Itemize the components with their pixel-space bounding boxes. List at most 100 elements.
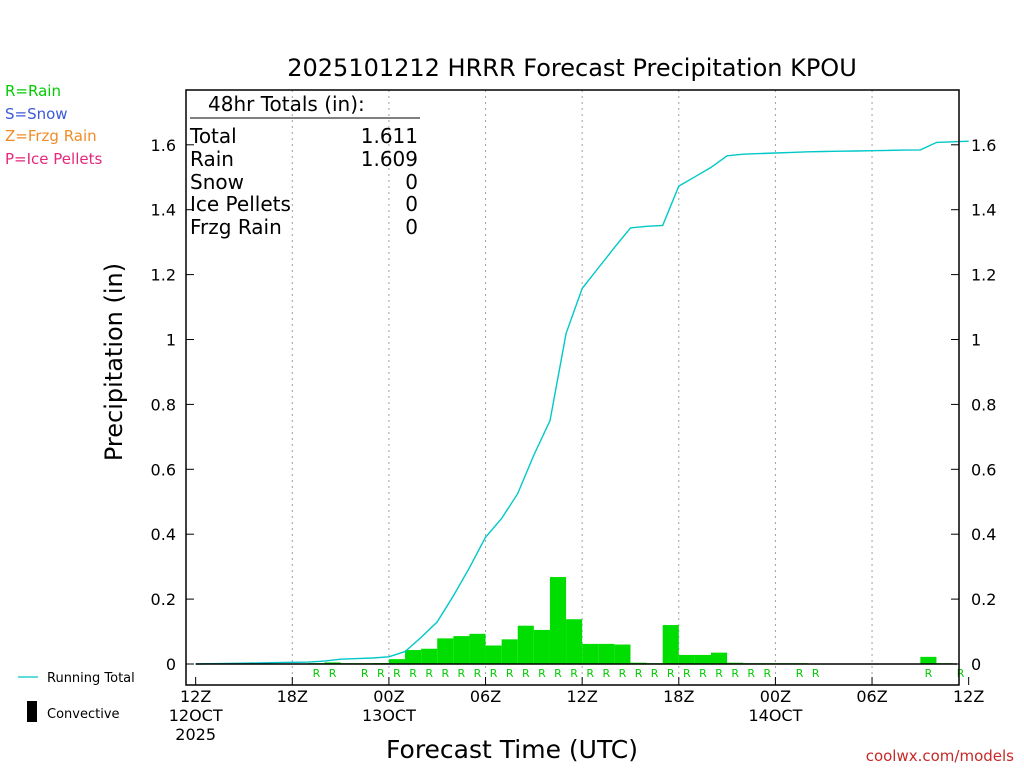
totals-value-snow: 0 bbox=[405, 170, 418, 194]
ptype-marker-10: R bbox=[490, 667, 498, 680]
precip-bar-29 bbox=[662, 625, 679, 664]
ptype-marker-25: R bbox=[731, 667, 739, 680]
precip-bar-45 bbox=[920, 656, 937, 664]
ptype-marker-22: R bbox=[683, 667, 691, 680]
totals-label-frzg: Frzg Rain bbox=[190, 215, 282, 239]
y-tick-label-right: 0.8 bbox=[971, 395, 996, 414]
ptype-marker-30: R bbox=[925, 667, 933, 680]
ptype-legend-rain: R=Rain bbox=[5, 82, 61, 100]
ptype-legend-frzg: Z=Frzg Rain bbox=[5, 127, 97, 145]
precip-bar-8 bbox=[324, 662, 341, 664]
precip-bar-16 bbox=[453, 636, 470, 664]
ptype-marker-5: R bbox=[409, 667, 417, 680]
y-tick-label-right: 0.4 bbox=[971, 525, 996, 544]
x-tick-label: 12Z bbox=[953, 687, 984, 706]
totals-label-total: Total bbox=[189, 124, 237, 148]
x-tick-date-label: 14OCT bbox=[748, 706, 802, 725]
ptype-marker-1: R bbox=[329, 667, 337, 680]
ptype-marker-19: R bbox=[635, 667, 643, 680]
ptype-marker-8: R bbox=[458, 667, 466, 680]
ptype-marker-2: R bbox=[361, 667, 369, 680]
y-tick-label-right: 1 bbox=[971, 331, 981, 350]
precip-bar-22 bbox=[549, 577, 567, 664]
ptype-marker-20: R bbox=[651, 667, 659, 680]
precip-bar-32 bbox=[710, 652, 728, 664]
precip-bar-15 bbox=[437, 638, 454, 664]
credit-text: coolwx.com/models bbox=[866, 747, 1014, 765]
ptype-marker-7: R bbox=[441, 667, 449, 680]
y-tick-label-left: 1 bbox=[166, 331, 176, 350]
ptype-marker-31: R bbox=[957, 667, 965, 680]
y-tick-label-left: 0 bbox=[166, 655, 176, 674]
x-axis-label: Forecast Time (UTC) bbox=[386, 735, 638, 764]
running-total-line bbox=[195, 140, 969, 665]
ptype-legend: R=Rain S=Snow Z=Frzg Rain P=Ice Pellets bbox=[5, 82, 102, 168]
y-tick-label-left: 0.8 bbox=[151, 395, 176, 414]
grid-lines bbox=[291, 90, 873, 685]
precip-bar-20 bbox=[517, 625, 534, 664]
running-total-legend-label: Running Total bbox=[47, 671, 135, 686]
precip-bar-14 bbox=[421, 648, 438, 664]
chart-title: 2025101212 HRRR Forecast Precipitation K… bbox=[287, 54, 857, 82]
ptype-marker-24: R bbox=[715, 667, 723, 680]
precip-bar-17 bbox=[469, 633, 486, 664]
x-tick-label: 06Z bbox=[856, 687, 887, 706]
axes: 0 00.2 0.20.4 0.40.6 0.60.8 0.81 11.2 1.21.4 1.4… bbox=[151, 89, 996, 744]
precip-bar-19 bbox=[501, 639, 518, 664]
y-tick-label-left: 1.4 bbox=[151, 201, 176, 220]
ptype-marker-28: R bbox=[796, 667, 804, 680]
ptype-marker-17: R bbox=[602, 667, 610, 680]
ptype-marker-26: R bbox=[747, 667, 755, 680]
y-tick-label-left: 0.6 bbox=[151, 460, 176, 479]
precip-bar-13 bbox=[405, 650, 422, 664]
ptype-marker-13: R bbox=[538, 667, 546, 680]
x-tick-year-label: 2025 bbox=[175, 725, 216, 744]
y-tick-label-left: 1.2 bbox=[151, 266, 176, 285]
precip-bars bbox=[308, 577, 953, 664]
ptype-marker-14: R bbox=[554, 667, 562, 680]
x-tick-label: 00Z bbox=[760, 687, 791, 706]
precip-bar-23 bbox=[566, 619, 583, 664]
precip-bar-21 bbox=[533, 629, 550, 664]
totals-header: 48hr Totals (in): bbox=[208, 92, 365, 116]
ptype-marker-11: R bbox=[506, 667, 514, 680]
x-tick-label: 18Z bbox=[663, 687, 694, 706]
precip-bar-25 bbox=[598, 643, 615, 664]
ptype-marker-12: R bbox=[522, 667, 530, 680]
series-legend: Running Total Convective bbox=[18, 671, 135, 722]
plot-frame bbox=[185, 89, 960, 686]
totals-label-ice: Ice Pellets bbox=[190, 192, 291, 216]
convective-legend-label: Convective bbox=[47, 707, 120, 722]
ptype-marker-6: R bbox=[425, 667, 433, 680]
y-tick-label-right: 0.2 bbox=[971, 590, 996, 609]
totals-label-snow: Snow bbox=[190, 170, 244, 194]
precip-bar-12 bbox=[388, 659, 406, 664]
y-tick-label-right: 1.2 bbox=[971, 266, 996, 285]
precip-bar-31 bbox=[694, 654, 711, 664]
totals-value-total: 1.611 bbox=[361, 124, 418, 148]
x-tick-label: 12Z bbox=[566, 687, 597, 706]
ptype-legend-snow: S=Snow bbox=[5, 105, 68, 123]
totals-value-ice: 0 bbox=[405, 192, 418, 216]
running-total-layer bbox=[195, 140, 969, 665]
ptype-legend-ice: P=Ice Pellets bbox=[5, 150, 102, 168]
y-axis-label: Precipitation (in) bbox=[100, 263, 128, 461]
y-tick-label-left: 1.6 bbox=[151, 136, 176, 155]
ptype-marker-23: R bbox=[699, 667, 707, 680]
y-tick-label-left: 0.4 bbox=[151, 525, 176, 544]
ptype-marker-0: R bbox=[313, 667, 321, 680]
ptype-marker-15: R bbox=[570, 667, 578, 680]
precip-bar-26 bbox=[614, 644, 631, 664]
ptype-marker-27: R bbox=[764, 667, 772, 680]
precip-bar-30 bbox=[678, 654, 695, 664]
totals-box: 48hr Totals (in): Total 1.611 Rain 1.609… bbox=[189, 92, 420, 239]
x-tick-label: 06Z bbox=[470, 687, 501, 706]
precip-bar-18 bbox=[485, 645, 502, 664]
totals-value-rain: 1.609 bbox=[361, 147, 418, 171]
ptype-marker-29: R bbox=[812, 667, 820, 680]
y-tick-label-right: 0.6 bbox=[971, 460, 996, 479]
precip-bar-24 bbox=[582, 643, 599, 664]
ptype-marker-18: R bbox=[619, 667, 627, 680]
